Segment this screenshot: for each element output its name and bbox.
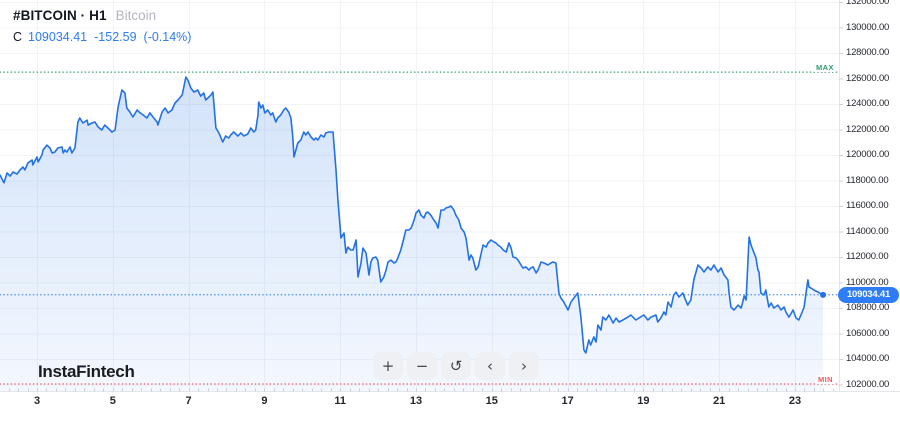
price-axis-label: 124000.00 — [846, 98, 890, 109]
time-axis-label: 9 — [261, 395, 268, 407]
zoom-in-button[interactable]: + — [373, 352, 403, 380]
price-axis-label: 112000.00 — [846, 251, 889, 262]
zoom-out-button[interactable]: − — [407, 352, 437, 380]
price-axis-label: 130000.00 — [846, 21, 890, 33]
last-price-marker — [820, 291, 827, 298]
price-axis-label: 108000.00 — [846, 302, 890, 313]
chart-toolbar: + − ↺ ‹ › — [373, 352, 539, 380]
price-change-pct: (-0.14%) — [143, 30, 192, 44]
price-axis[interactable]: 132000.00 130000.00 128000.00 126000.00 1240… — [846, 0, 900, 391]
time-axis-label: 5 — [109, 395, 116, 407]
price-axis-label: 120000.00 — [846, 149, 890, 160]
price-axis-label: 132000.00 — [846, 0, 890, 7]
time-axis[interactable]: 3 5 7 9 11 13 15 17 19 21 23 — [0, 392, 839, 412]
price-axis-label: 126000.00 — [846, 72, 890, 84]
price-axis-label: 106000.00 — [846, 327, 890, 339]
current-price-badge: 109034.41 — [838, 286, 899, 303]
price-axis-label: 128000.00 — [846, 47, 890, 58]
max-line-label: MAX — [814, 63, 836, 73]
min-line-label: MIN — [816, 374, 835, 384]
price-axis-label: 122000.00 — [846, 123, 890, 135]
symbol-name: Bitcoin — [115, 8, 157, 23]
ohlc-mode-label: C — [13, 30, 23, 44]
pan-right-button[interactable]: › — [509, 352, 539, 380]
price-axis-label: 116000.00 — [846, 200, 889, 211]
area-fill — [0, 77, 823, 391]
price-axis-label: 118000.00 — [846, 174, 889, 186]
time-axis-label: 3 — [33, 395, 41, 407]
price-axis-label: 104000.00 — [846, 353, 890, 364]
time-axis-label: 21 — [713, 395, 726, 407]
time-axis-label: 23 — [788, 395, 802, 407]
chart-header: #BITCOIN · H1 Bitcoin C 109034.41 -152.59 (-… — [13, 7, 191, 46]
symbol-title: #BITCOIN · H1 — [13, 8, 107, 23]
time-axis-label: 7 — [185, 395, 192, 407]
time-axis-label: 17 — [561, 395, 574, 407]
price-axis-label: 102000.00 — [846, 378, 890, 390]
time-axis-label: 19 — [637, 395, 650, 407]
price-axis-label: 110000.00 — [846, 276, 889, 288]
price-line-series — [0, 76, 824, 354]
instafintech-logo: InstaFintech — [38, 362, 135, 381]
time-axis-label: 15 — [485, 395, 498, 407]
time-axis-label: 11 — [334, 395, 347, 407]
time-axis-label: 13 — [409, 395, 423, 407]
price-change: -152.59 — [94, 30, 137, 44]
last-price: 109034.41 — [28, 30, 88, 44]
pan-left-button[interactable]: ‹ — [475, 352, 505, 380]
reset-view-button[interactable]: ↺ — [441, 352, 471, 380]
price-axis-label: 114000.00 — [846, 225, 889, 237]
